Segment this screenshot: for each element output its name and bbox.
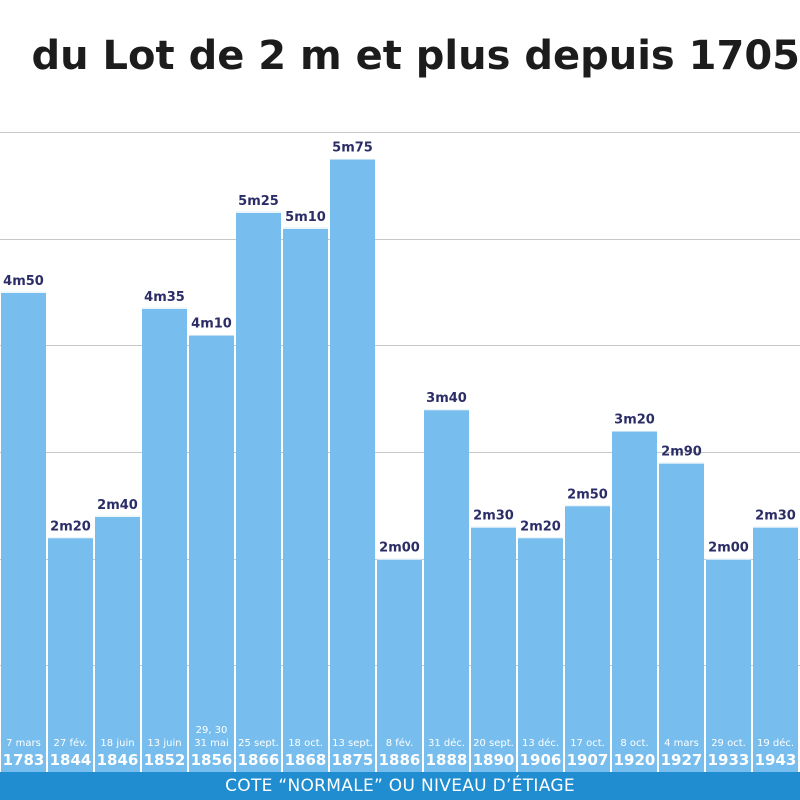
bar [1,291,46,772]
bar [471,526,516,772]
bar-year-label: 1888 [426,751,468,769]
bar-date-label: 31 mai [194,738,229,749]
bar-date-label: 7 mars [6,738,41,749]
bar [283,227,328,772]
bar-value-label: 2m30 [473,509,514,524]
bar [377,558,422,772]
bar-year-label: 1846 [97,751,139,769]
bar [612,430,657,772]
bar [142,307,187,772]
bar-value-label: 2m50 [567,487,608,502]
bar-year-label: 1927 [661,751,703,769]
bar-date-label: 27 fév. [54,737,88,749]
bar-value-label: 3m20 [614,413,655,428]
bar-year-label: 1890 [473,751,515,769]
bar [565,505,610,772]
bar-value-label: 4m35 [144,290,185,305]
flood-bar-chart: 4m50 7 mars 1783 2m20 27 fév. 1844 2m40 18 juin… [0,132,800,772]
bar-year-label: 1943 [755,751,797,769]
bar-year-label: 1906 [520,751,562,769]
bar-value-label: 2m90 [661,445,702,460]
page-title-text: du Lot de 2 m et plus depuis 1705 [31,33,800,79]
bar-value-label: 4m50 [3,274,44,289]
bar-value-label: 4m10 [191,317,232,332]
bar-value-label: 2m20 [50,519,91,534]
bar-date-label: 13 sept. [332,738,373,749]
bar-date-label: 25 sept. [238,738,279,749]
bar-year-label: 1875 [332,751,374,769]
bar-value-label: 3m40 [426,391,467,406]
bar [330,158,375,772]
bar-value-label: 2m40 [97,498,138,513]
bar-date-label: 31 déc. [428,737,465,749]
bar-date-label: 17 oct. [570,738,605,749]
bar [236,211,281,772]
bar-value-label: 2m00 [708,541,749,556]
bar [706,558,751,772]
bar-year-label: 1920 [614,751,656,769]
page-title: du Lot de 2 m et plus depuis 1705 [0,26,800,86]
bar-date-label: 18 oct. [288,738,323,749]
bar-year-label: 1844 [50,751,92,769]
footer-band: COTE “NORMALE” OU NIVEAU D’ÉTIAGE [0,772,800,800]
bar-value-label: 5m10 [285,210,326,225]
bar-value-label: 2m30 [755,509,796,524]
bar [189,334,234,772]
bar [48,537,93,772]
bar-year-label: 1783 [3,751,45,769]
bar-year-label: 1856 [191,751,233,769]
bar-value-label: 5m75 [332,140,373,155]
bar-value-label: 2m00 [379,541,420,556]
bar [753,526,798,772]
bar-date-label: 20 sept. [473,738,514,749]
bar-date-label: 18 juin [100,738,134,749]
bar-year-label: 1866 [238,751,280,769]
bar-year-label: 1852 [144,751,186,769]
bar [659,462,704,772]
bar-value-label: 2m20 [520,519,561,534]
bar-date-label: 8 fév. [386,737,414,749]
bar-date-label: 13 déc. [522,737,559,749]
bar-date-label: 4 mars [664,738,699,749]
bar [95,515,140,772]
bar-date-label: 8 oct. [620,738,648,749]
bar-year-label: 1933 [708,751,750,769]
bar-year-label: 1886 [379,751,421,769]
bar [424,409,469,772]
bar-date-label: 19 déc. [757,737,794,749]
bar-date-label: 13 juin [147,738,181,749]
bar-date-label: 29 oct. [711,738,746,749]
bar-date-label: 29, 30 [196,725,228,736]
bar-year-label: 1868 [285,751,327,769]
bar [518,537,563,772]
bar-year-label: 1907 [567,751,609,769]
bar-value-label: 5m25 [238,194,279,209]
